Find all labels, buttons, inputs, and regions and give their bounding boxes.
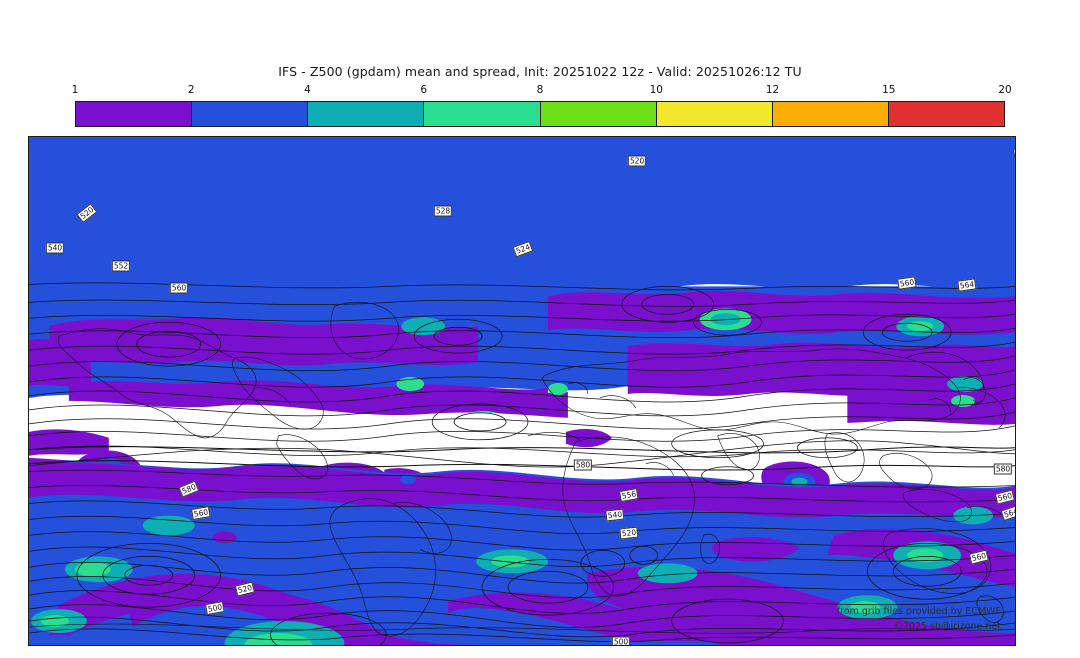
- map-panel[interactable]: 5205365285205245405525605605645805805805…: [28, 136, 1016, 646]
- colorbar-band-6-8: [423, 102, 540, 126]
- colorbar-tick-12: 12: [765, 84, 780, 96]
- colorbar-tick-15: 15: [882, 84, 896, 96]
- colorbar-tick-2: 2: [187, 84, 195, 96]
- colorbar-band-1-2: [76, 102, 192, 126]
- colorbar-band-10-12: [655, 102, 772, 126]
- coastline-layer: [29, 301, 1015, 637]
- colorbar-band-12-15: [771, 102, 888, 126]
- colorbar-tick-6: 6: [420, 84, 428, 96]
- colorbar-band-2-4: [191, 102, 308, 126]
- colorbar-tick-8: 8: [536, 84, 544, 96]
- colorbar-band-4-6: [307, 102, 424, 126]
- colorbar-bands: [75, 101, 1005, 127]
- attribution-source: from grib files provided by ECMWF: [836, 606, 1001, 617]
- map-canvas: [29, 137, 1015, 645]
- colorbar-tick-4: 4: [304, 84, 311, 96]
- attribution-copyright: ©2025 sb@irizone.net: [893, 621, 1001, 632]
- contour-lines-layer: [29, 282, 1015, 645]
- colorbar-tick-20: 20: [998, 84, 1012, 96]
- colorbar-tick-1: 1: [71, 84, 79, 96]
- colorbar-tick-labels: 1 2 4 6 8 10 12 15 20: [71, 84, 1012, 100]
- colorbar-band-8-10: [539, 102, 656, 126]
- page-title: IFS - Z500 (gpdam) mean and spread, Init…: [278, 64, 802, 79]
- colorbar-band-15-20: [887, 102, 1004, 126]
- spread-shading-layer: [29, 137, 1015, 645]
- colorbar-tick-10: 10: [649, 84, 663, 96]
- colorbar: 1 2 4 6 8 10 12 15 20: [71, 84, 1012, 130]
